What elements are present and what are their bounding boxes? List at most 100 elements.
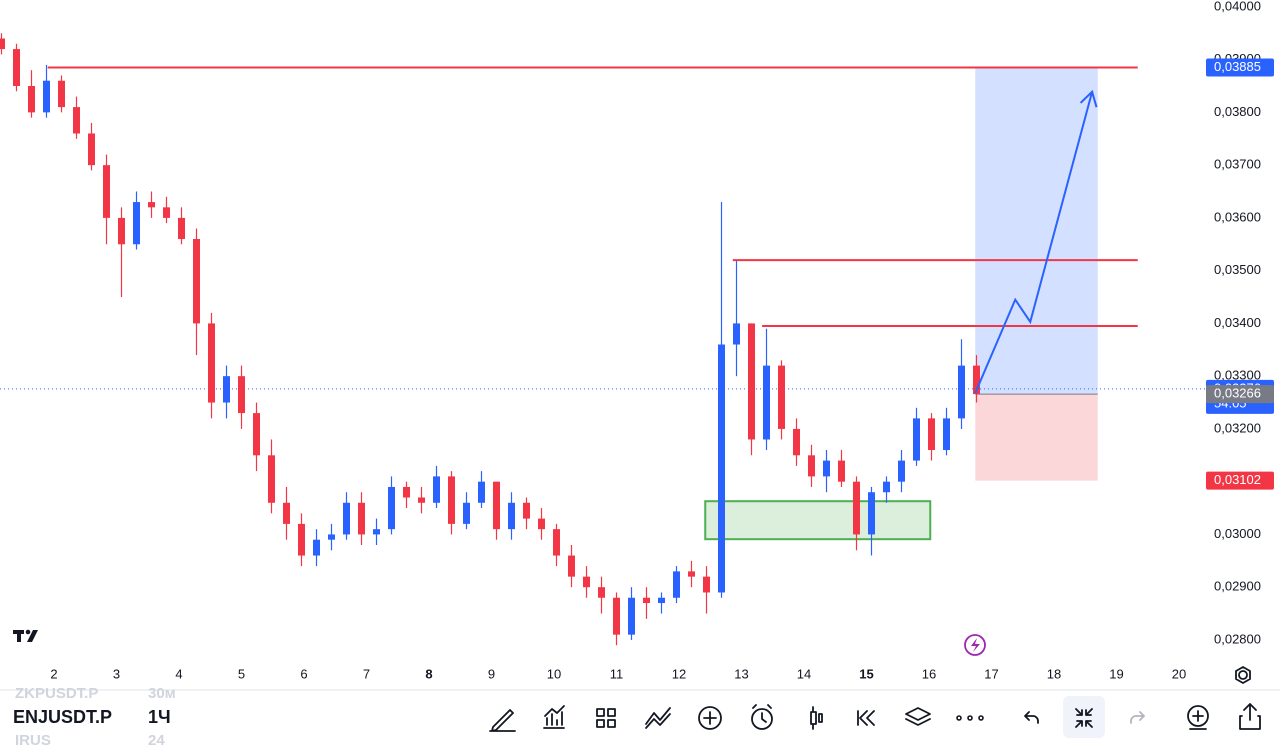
x-tick-label: 15 xyxy=(859,666,873,681)
candle-body xyxy=(628,597,635,635)
candle-body xyxy=(208,323,215,403)
watchlist-interval: 24 xyxy=(148,732,165,746)
share-icon[interactable] xyxy=(1239,703,1261,730)
x-tick-label: 9 xyxy=(488,666,495,681)
candle-body xyxy=(118,217,125,245)
settings-icon[interactable] xyxy=(1235,666,1251,684)
candle-body xyxy=(553,529,560,556)
layers-icon[interactable] xyxy=(905,707,931,726)
price-label: 0,03266 xyxy=(1214,386,1261,401)
layers: 0,028000,029000,030000,031000,032000,033… xyxy=(0,0,1274,681)
candle-body xyxy=(583,576,590,588)
x-tick-label: 19 xyxy=(1109,666,1123,681)
y-tick-label: 0,03200 xyxy=(1214,420,1261,435)
candle-body xyxy=(913,418,920,461)
candle-body xyxy=(838,460,845,482)
y-tick-label: 0,03800 xyxy=(1214,104,1261,119)
y-tick-label: 0,04000 xyxy=(1214,0,1261,13)
candle-body xyxy=(763,365,770,440)
candle-body xyxy=(613,597,620,635)
candle-body xyxy=(823,460,830,477)
watch-icon[interactable] xyxy=(1187,705,1209,730)
candle-body xyxy=(358,502,365,535)
candle-body xyxy=(0,38,6,50)
alert-icon[interactable] xyxy=(964,634,986,656)
candle-body xyxy=(58,80,65,108)
candle-body xyxy=(313,539,320,556)
fullscreen-button[interactable] xyxy=(1063,696,1105,738)
indicators-icon[interactable] xyxy=(543,705,565,729)
candle-body xyxy=(883,481,890,493)
x-tick-label: 8 xyxy=(425,666,432,681)
candle-body xyxy=(88,133,95,166)
candle-body xyxy=(793,428,800,456)
loss-zone xyxy=(975,394,1098,481)
x-tick-label: 13 xyxy=(734,666,748,681)
undo-icon[interactable] xyxy=(1024,711,1039,724)
x-tick-label: 17 xyxy=(984,666,998,681)
replay-icon[interactable] xyxy=(857,710,875,726)
symbol[interactable]: ENJUSDT.P xyxy=(13,707,112,727)
candle-body xyxy=(898,460,905,482)
x-tick-label: 11 xyxy=(610,666,624,681)
candle-body xyxy=(298,523,305,556)
tv-logo xyxy=(13,629,38,642)
candle-body xyxy=(193,238,200,324)
candle-body xyxy=(853,481,860,535)
candle-body xyxy=(178,217,185,239)
x-tick-label: 18 xyxy=(1047,666,1061,681)
x-tick-label: 3 xyxy=(113,666,120,681)
demand-zone xyxy=(704,500,932,541)
more-icon[interactable] xyxy=(956,715,984,721)
y-tick-label: 0,03400 xyxy=(1214,315,1261,330)
candle-body xyxy=(403,486,410,498)
arrow-head xyxy=(1079,89,1098,108)
projection-path xyxy=(974,91,1094,394)
candle-body xyxy=(568,555,575,577)
y-tick-label: 0,02800 xyxy=(1214,631,1261,646)
watchlist-interval: 30м xyxy=(148,685,176,702)
candle-body xyxy=(463,502,470,524)
candle-body xyxy=(73,107,80,134)
watchlist-symbol[interactable]: ZKPUSDT.P xyxy=(15,685,98,702)
x-tick-label: 7 xyxy=(363,666,370,681)
draw-icon[interactable] xyxy=(489,709,516,732)
toolbar xyxy=(489,666,1261,738)
candle-body xyxy=(253,413,260,456)
layout-icon[interactable] xyxy=(596,708,616,728)
candle-body xyxy=(418,497,425,503)
candle-body xyxy=(493,481,500,530)
candle-body xyxy=(328,534,335,540)
candle-body xyxy=(508,502,515,530)
y-tick-label: 0,03500 xyxy=(1214,262,1261,277)
candle-body xyxy=(373,529,380,535)
candle-body xyxy=(943,418,950,451)
x-tick-label: 12 xyxy=(672,666,686,681)
candle-body xyxy=(643,597,650,604)
candle-body xyxy=(778,365,785,429)
candle-body xyxy=(388,486,395,530)
y-tick-label: 0,03300 xyxy=(1214,368,1261,383)
candle-icon[interactable] xyxy=(810,706,823,730)
candle-body xyxy=(538,518,545,530)
candle-body xyxy=(43,80,50,113)
candle-body xyxy=(658,597,665,604)
x-tick-label: 2 xyxy=(50,666,57,681)
y-tick-label: 0,03700 xyxy=(1214,157,1261,172)
exit-fullscreen-icon[interactable] xyxy=(1075,708,1093,728)
redo-icon[interactable] xyxy=(1130,711,1146,724)
add-icon[interactable] xyxy=(698,706,722,730)
candle-body xyxy=(343,502,350,535)
alert-clock-icon[interactable] xyxy=(751,704,773,730)
price-label: 0,03885 xyxy=(1214,59,1261,74)
watchlist-symbol[interactable]: IRUS xyxy=(15,732,51,746)
profit-zone xyxy=(975,67,1098,395)
candle-body xyxy=(688,571,695,577)
compare-icon[interactable] xyxy=(645,707,671,729)
candle-body xyxy=(928,418,935,451)
interval[interactable]: 1Ч xyxy=(148,707,171,727)
candle-body xyxy=(433,476,440,503)
price-label-box xyxy=(1206,471,1274,490)
y-tick-label: 0,02900 xyxy=(1214,579,1261,594)
candle-body xyxy=(28,85,35,113)
